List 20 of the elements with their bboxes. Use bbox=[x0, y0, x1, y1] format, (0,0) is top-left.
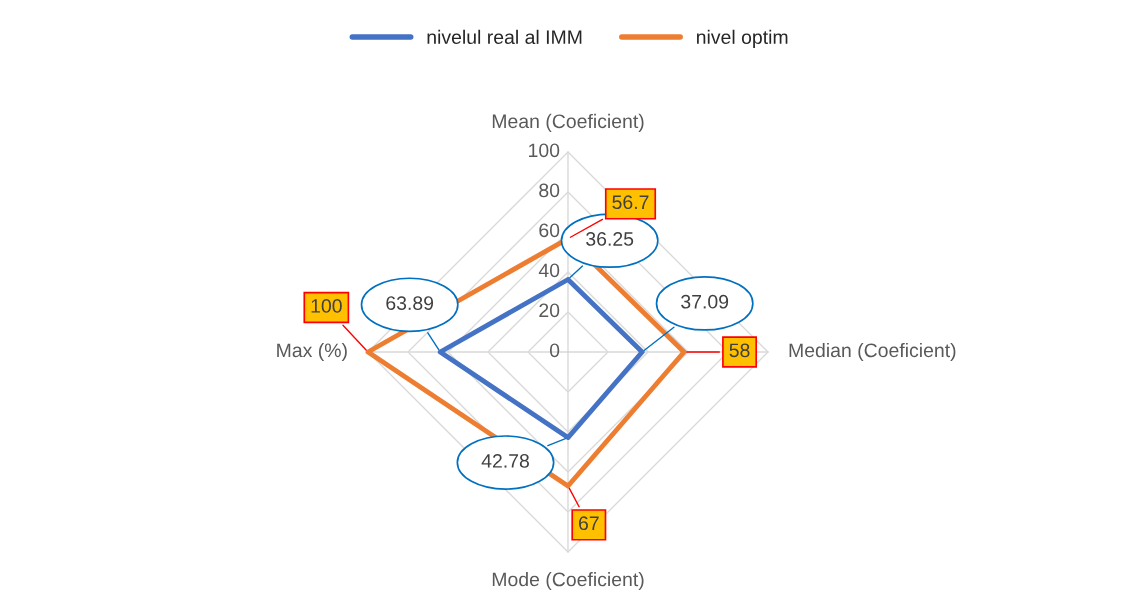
legend-label: nivelul real al IMM bbox=[427, 29, 582, 45]
y-tick-label: 0 bbox=[549, 343, 560, 358]
data-label: 42.78 bbox=[481, 454, 529, 468]
legend-label: nivel optim bbox=[697, 29, 788, 48]
data-label: 36.25 bbox=[586, 232, 634, 246]
y-tick-label: 40 bbox=[538, 263, 560, 278]
y-tick-label: 60 bbox=[539, 223, 560, 238]
y-tick-label: 100 bbox=[529, 143, 560, 158]
spoke-label: Max (%) bbox=[277, 342, 347, 362]
data-label: 100 bbox=[311, 299, 342, 313]
data-label: 37.09 bbox=[681, 294, 729, 309]
y-tick-label: 80 bbox=[539, 183, 560, 198]
spoke-label: Median (Coeficient) bbox=[789, 342, 956, 362]
data-label: 67 bbox=[579, 516, 599, 531]
data-label: 63.89 bbox=[386, 296, 434, 310]
y-tick-label: 20 bbox=[539, 303, 560, 318]
spoke-label: Mean (Coeficient) bbox=[492, 113, 644, 132]
data-label: 56.7 bbox=[612, 195, 649, 210]
spoke-label: Mode (Coeficient) bbox=[492, 572, 644, 591]
data-label: 58 bbox=[729, 343, 750, 358]
